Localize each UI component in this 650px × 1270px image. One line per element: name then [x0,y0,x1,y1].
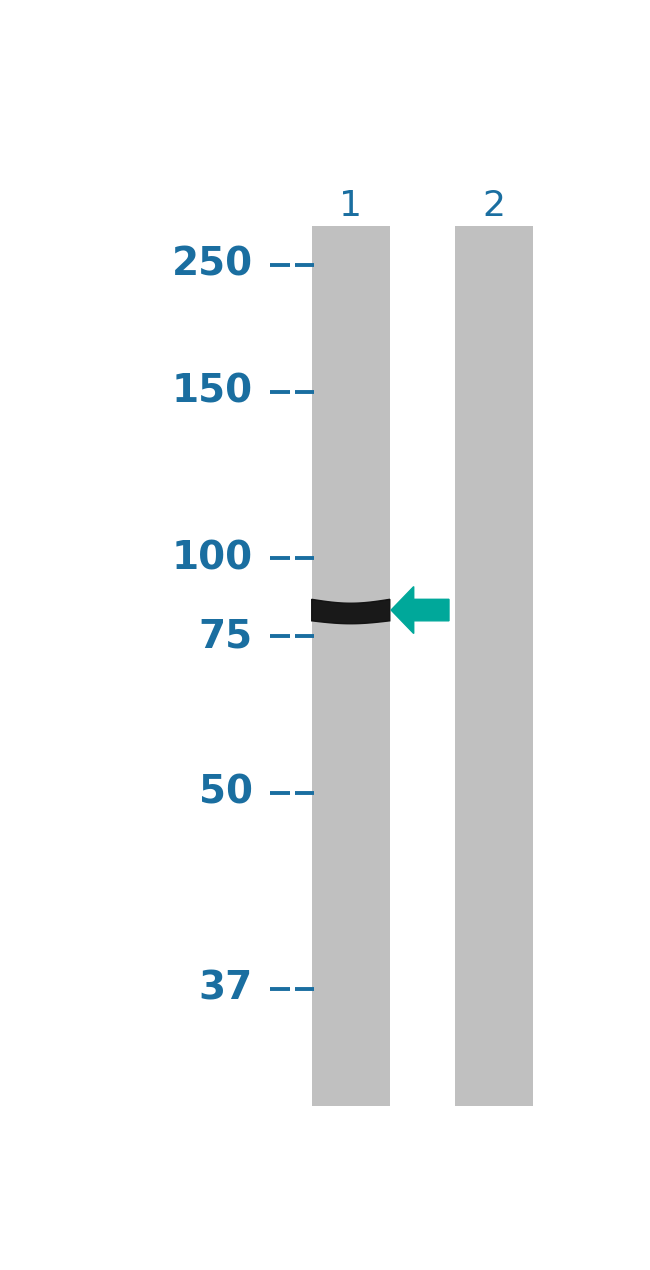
Text: 100: 100 [172,540,252,578]
Text: 37: 37 [198,969,252,1007]
Polygon shape [312,599,390,624]
Bar [312,226,390,1106]
Text: 75: 75 [198,617,252,655]
Text: 50: 50 [198,773,252,812]
FancyArrow shape [391,587,449,634]
Text: 2: 2 [483,189,506,224]
Text: 1: 1 [339,189,362,224]
Text: 150: 150 [172,373,252,411]
Text: 250: 250 [172,246,252,284]
Bar [455,226,534,1106]
